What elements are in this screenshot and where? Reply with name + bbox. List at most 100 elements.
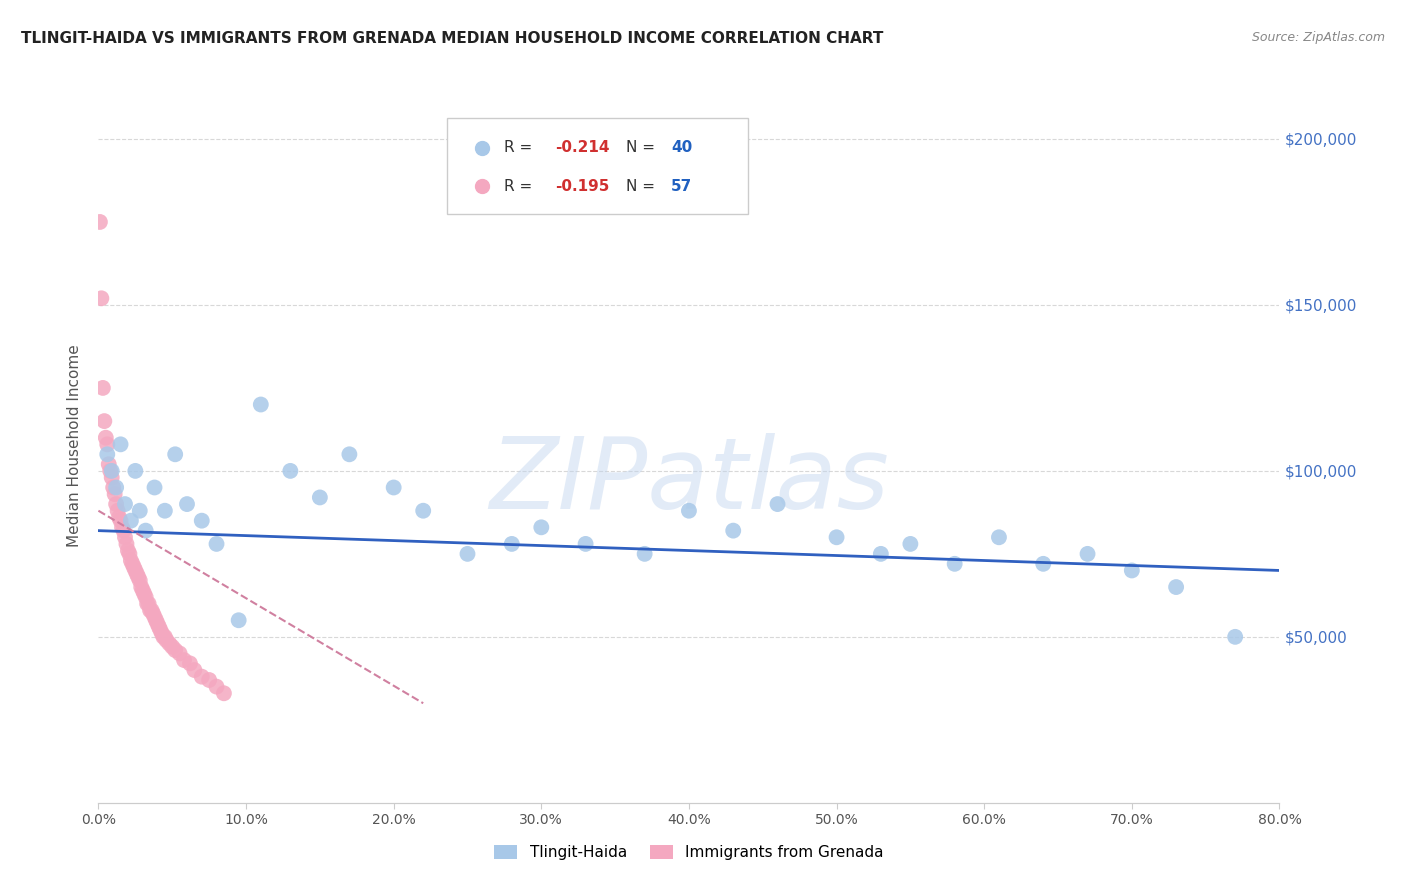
- Text: 40: 40: [671, 140, 693, 155]
- Text: -0.214: -0.214: [555, 140, 610, 155]
- Point: [165, 643, 187, 657]
- Point: [501, 537, 523, 551]
- Point: [135, 524, 157, 538]
- Point: [127, 570, 149, 584]
- Point: [145, 613, 167, 627]
- Point: [100, 464, 122, 478]
- Point: [766, 497, 789, 511]
- Point: [567, 796, 589, 810]
- Point: [205, 537, 228, 551]
- Point: [143, 610, 166, 624]
- Point: [115, 537, 138, 551]
- Point: [634, 547, 657, 561]
- Point: [988, 530, 1011, 544]
- Point: [124, 564, 146, 578]
- Point: [1166, 580, 1188, 594]
- Point: [1077, 547, 1099, 561]
- Text: N =: N =: [626, 140, 661, 155]
- FancyBboxPatch shape: [447, 118, 748, 214]
- Point: [825, 530, 848, 544]
- Legend: Tlingit-Haida, Immigrants from Grenada: Tlingit-Haida, Immigrants from Grenada: [488, 839, 890, 866]
- Point: [120, 514, 142, 528]
- Point: [191, 670, 214, 684]
- Point: [112, 524, 135, 538]
- Point: [108, 510, 131, 524]
- Text: ZIPatlas: ZIPatlas: [489, 434, 889, 530]
- Point: [153, 630, 176, 644]
- Point: [198, 673, 221, 687]
- Point: [870, 547, 893, 561]
- Point: [173, 653, 195, 667]
- Point: [114, 530, 136, 544]
- Point: [212, 686, 235, 700]
- Point: [136, 597, 159, 611]
- Point: [228, 613, 250, 627]
- Point: [94, 431, 117, 445]
- Point: [205, 680, 228, 694]
- Point: [120, 553, 142, 567]
- Point: [105, 497, 128, 511]
- Point: [530, 520, 553, 534]
- Point: [128, 504, 150, 518]
- Point: [141, 603, 163, 617]
- Point: [117, 543, 139, 558]
- Text: -0.195: -0.195: [555, 179, 610, 194]
- Point: [157, 636, 180, 650]
- Point: [103, 481, 125, 495]
- Point: [150, 626, 173, 640]
- Point: [100, 470, 122, 484]
- Point: [179, 657, 201, 671]
- Point: [165, 447, 187, 461]
- Point: [96, 437, 118, 451]
- Point: [162, 640, 183, 654]
- Point: [89, 215, 111, 229]
- Point: [110, 437, 132, 451]
- Point: [148, 620, 170, 634]
- Point: [309, 491, 332, 505]
- Point: [122, 560, 145, 574]
- Point: [90, 291, 112, 305]
- Point: [135, 590, 157, 604]
- Point: [280, 464, 302, 478]
- Point: [104, 487, 127, 501]
- Point: [125, 566, 148, 581]
- Point: [149, 624, 172, 638]
- Point: [91, 381, 114, 395]
- Point: [155, 633, 177, 648]
- Point: [134, 587, 156, 601]
- Point: [132, 583, 155, 598]
- Point: [121, 557, 143, 571]
- Text: 57: 57: [671, 179, 693, 194]
- Point: [105, 481, 128, 495]
- Point: [1121, 564, 1143, 578]
- Point: [111, 520, 134, 534]
- Text: Source: ZipAtlas.com: Source: ZipAtlas.com: [1251, 31, 1385, 45]
- Point: [1032, 557, 1054, 571]
- Point: [191, 514, 214, 528]
- Point: [146, 616, 169, 631]
- Point: [1225, 630, 1247, 644]
- Point: [142, 607, 165, 621]
- Point: [176, 497, 198, 511]
- Point: [457, 547, 479, 561]
- Point: [943, 557, 966, 571]
- Point: [183, 663, 205, 677]
- Point: [575, 537, 598, 551]
- Point: [412, 504, 434, 518]
- Point: [114, 497, 136, 511]
- Point: [93, 414, 115, 428]
- Point: [124, 464, 146, 478]
- Point: [138, 597, 160, 611]
- Point: [900, 537, 922, 551]
- Point: [98, 464, 121, 478]
- Point: [153, 504, 176, 518]
- Point: [250, 397, 273, 411]
- Point: [128, 574, 150, 588]
- Point: [96, 447, 118, 461]
- Point: [723, 524, 745, 538]
- Text: N =: N =: [626, 179, 661, 194]
- Y-axis label: Median Household Income: Median Household Income: [66, 344, 82, 548]
- Point: [339, 447, 361, 461]
- Point: [169, 647, 191, 661]
- Point: [567, 796, 589, 810]
